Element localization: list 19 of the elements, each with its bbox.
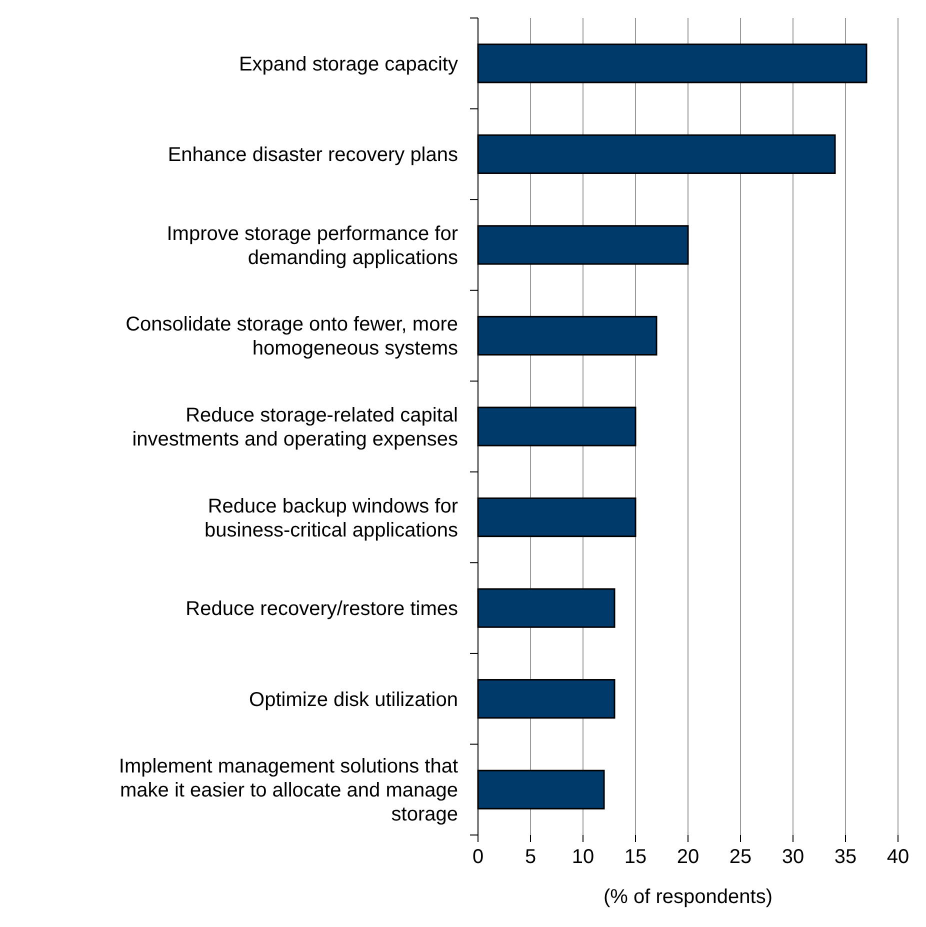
x-tick-label: 30 bbox=[782, 846, 804, 868]
y-tick-label: Enhance disaster recovery plans bbox=[168, 144, 458, 166]
y-tick-label: Improve storage performance for demanding applications bbox=[166, 222, 458, 269]
y-tick-label: Reduce storage-related capital investments and operating expenses bbox=[132, 404, 458, 450]
x-tick-label: 25 bbox=[729, 846, 752, 868]
x-axis-title: (% of respondents) bbox=[604, 886, 772, 908]
x-tick-label: 40 bbox=[886, 846, 910, 868]
x-tick-label: 15 bbox=[624, 846, 647, 868]
x-tick-label: 10 bbox=[572, 846, 594, 868]
y-tick-label: Consolidate storage onto fewer, more homogeneous systems bbox=[126, 314, 458, 360]
y-tick-label: Reduce recovery/restore times bbox=[186, 598, 458, 620]
y-tick-label: Optimize disk utilization bbox=[249, 688, 458, 711]
x-tick-label: 35 bbox=[834, 846, 857, 868]
y-tick-label: Expand storage capacity bbox=[238, 53, 458, 76]
x-tick-label: 5 bbox=[524, 846, 536, 868]
x-tick-label: 20 bbox=[676, 846, 700, 868]
y-tick-label: Implement management solutions that make it easier to allocate and manage storage bbox=[118, 756, 458, 826]
x-tick-label: 0 bbox=[472, 846, 484, 868]
y-tick-label: Reduce backup windows for business-critical applications bbox=[204, 495, 458, 542]
